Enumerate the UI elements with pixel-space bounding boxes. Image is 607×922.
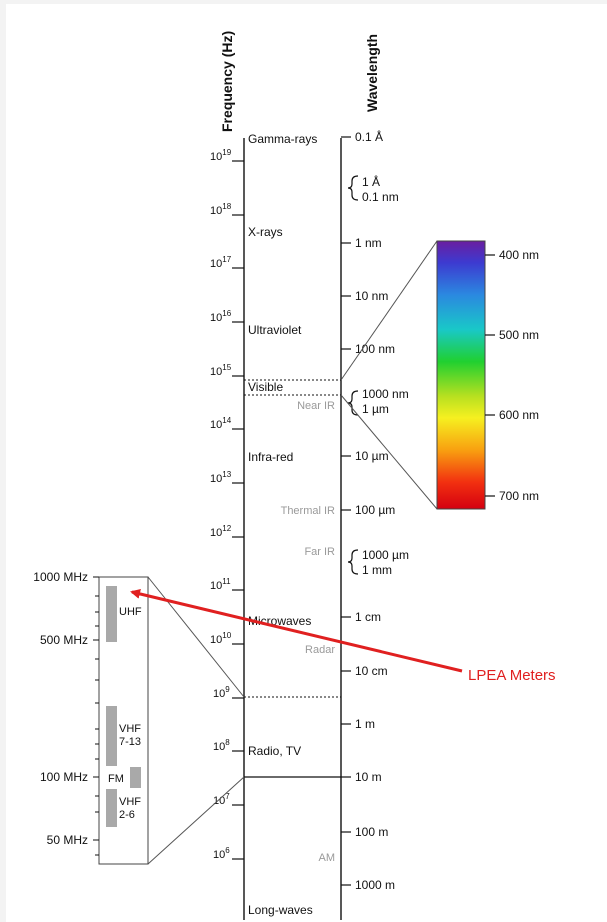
vhf-low-range-label: 2-6 xyxy=(119,809,135,821)
wavelength-labels: 0.1 Å 1 Å 0.1 nm 1 nm 10 nm 100 nm 1000 … xyxy=(355,129,409,892)
freq-label: 1015 xyxy=(210,363,232,378)
wl-label: 0.1 nm xyxy=(362,190,399,204)
visible-label: 700 nm xyxy=(499,489,539,503)
freq-label: 1014 xyxy=(210,416,232,431)
region-gamma: Gamma-rays xyxy=(248,132,317,146)
region-ir: Infra-red xyxy=(248,450,293,464)
visible-spectrum-bar xyxy=(436,240,486,510)
wl-label: 1 Å xyxy=(362,174,380,189)
region-longwave: Long-waves xyxy=(248,903,313,917)
wavelength-axis-title: Wavelength xyxy=(364,34,380,112)
radio-mhz-labels: 1000 MHz 500 MHz 100 MHz 50 MHz xyxy=(33,570,88,847)
subregion-radar: Radar xyxy=(305,644,335,656)
subregion-near-ir: Near IR xyxy=(297,400,335,412)
wl-label: 100 m xyxy=(355,825,388,839)
frequency-ticks xyxy=(232,160,244,860)
region-xray: X-rays xyxy=(248,225,283,239)
freq-label: 106 xyxy=(213,846,230,861)
mhz-label: 500 MHz xyxy=(40,633,88,647)
wl-label: 1 cm xyxy=(355,610,381,624)
freq-label: 107 xyxy=(213,792,230,807)
wl-label: 1 mm xyxy=(362,563,392,577)
visible-label: 600 nm xyxy=(499,408,539,422)
wl-label: 1000 nm xyxy=(362,387,409,401)
subregion-labels: Near IR Thermal IR Far IR Radar AM xyxy=(281,400,336,864)
subregion-am: AM xyxy=(319,852,336,864)
wl-label: 10 cm xyxy=(355,664,388,678)
visible-scale-labels: 400 nm 500 nm 600 nm 700 nm xyxy=(499,248,539,503)
radio-bands xyxy=(106,586,141,827)
annotation-arrow xyxy=(130,588,463,673)
region-labels: Gamma-rays X-rays Ultraviolet Visible In… xyxy=(248,132,317,917)
wl-label: 1000 m xyxy=(355,878,395,892)
uhf-band xyxy=(106,586,117,642)
freq-label: 109 xyxy=(213,685,230,700)
subregion-far-ir: Far IR xyxy=(304,546,335,558)
wl-label: 10 µm xyxy=(355,449,389,463)
vhf-low-label: VHF xyxy=(119,796,141,808)
radio-band-labels: UHF VHF 7-13 FM VHF 2-6 xyxy=(108,606,142,821)
frequency-axis-title: Frequency (Hz) xyxy=(219,31,235,132)
vhf-low-band xyxy=(106,789,117,827)
wl-label: 0.1 Å xyxy=(355,129,383,144)
annotation-label: LPEA Meters xyxy=(468,667,556,684)
wavelength-ticks xyxy=(341,136,351,886)
mhz-label: 1000 MHz xyxy=(33,570,88,584)
freq-label: 1012 xyxy=(210,524,232,539)
mhz-label: 100 MHz xyxy=(40,770,88,784)
wl-label: 100 nm xyxy=(355,342,395,356)
region-uv: Ultraviolet xyxy=(248,323,302,337)
wl-label: 10 nm xyxy=(355,289,388,303)
wl-label: 1 µm xyxy=(362,402,389,416)
visible-label: 400 nm xyxy=(499,248,539,262)
visible-zoom-lines xyxy=(340,240,438,510)
freq-label: 1013 xyxy=(210,470,232,485)
wl-label: 1000 µm xyxy=(362,548,409,562)
vhf-high-range-label: 7-13 xyxy=(119,736,141,748)
freq-label: 108 xyxy=(213,738,230,753)
freq-label: 1019 xyxy=(210,148,232,163)
freq-label: 1018 xyxy=(210,202,232,217)
frequency-tick-labels: 1019 1018 1017 1016 1015 1014 1013 1012 … xyxy=(210,148,232,861)
fm-band xyxy=(130,767,141,788)
freq-label: 1017 xyxy=(210,255,232,270)
wl-label: 100 µm xyxy=(355,503,395,517)
band-boundaries xyxy=(244,379,341,778)
freq-label: 1016 xyxy=(210,309,232,324)
wl-label: 10 m xyxy=(355,770,382,784)
radio-minor-ticks xyxy=(93,576,99,856)
wl-label: 1 nm xyxy=(355,236,382,250)
wl-label: 1 m xyxy=(355,717,375,731)
uhf-label: UHF xyxy=(119,606,142,618)
radio-zoom-lines xyxy=(147,576,245,865)
region-visible: Visible xyxy=(248,380,283,394)
fm-label: FM xyxy=(108,773,124,785)
mhz-label: 50 MHz xyxy=(47,833,88,847)
visible-scale-ticks xyxy=(485,254,495,497)
subregion-thermal-ir: Thermal IR xyxy=(281,505,335,517)
freq-label: 1010 xyxy=(210,631,232,646)
region-radio: Radio, TV xyxy=(248,744,301,758)
vhf-high-band xyxy=(106,706,117,766)
vhf-high-label: VHF xyxy=(119,723,141,735)
visible-label: 500 nm xyxy=(499,328,539,342)
freq-label: 1011 xyxy=(210,577,231,592)
